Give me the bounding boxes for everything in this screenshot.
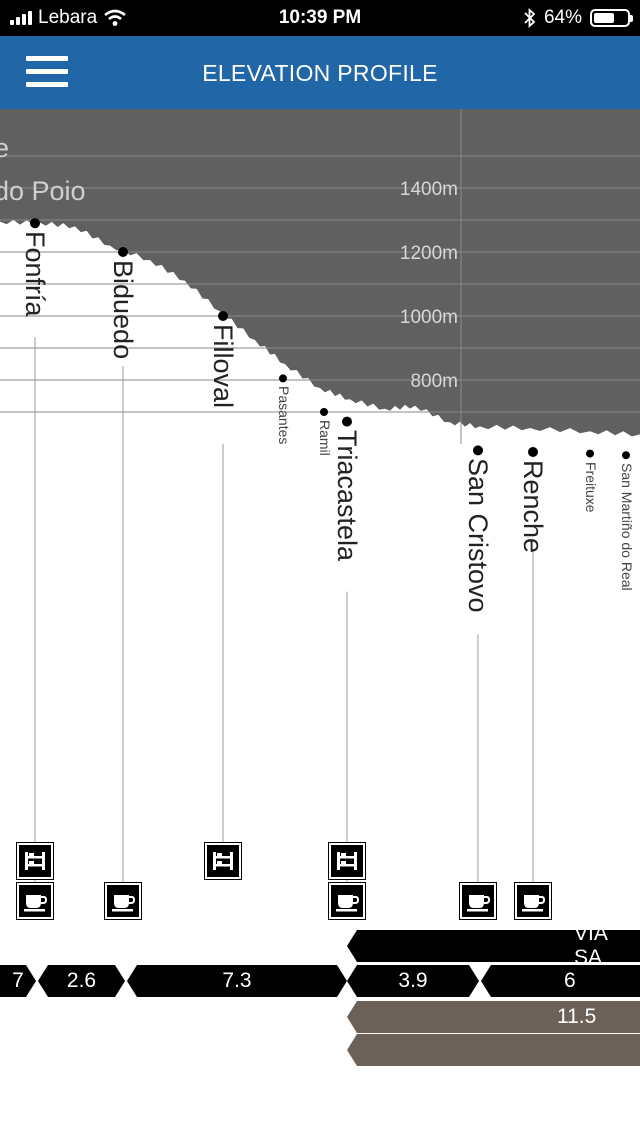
albergue-icon[interactable] [16, 842, 54, 880]
distance-value: 2.6 [66, 969, 97, 992]
distance-segment[interactable]: 7.3 [127, 965, 347, 997]
cafe-icon[interactable] [328, 882, 366, 920]
carrier: Lebara [10, 7, 127, 29]
distance-segment[interactable]: 2.6 [38, 965, 125, 997]
cafe-icon[interactable] [514, 882, 552, 920]
albergue-icon[interactable] [328, 842, 366, 880]
menu-button[interactable] [26, 56, 68, 88]
y-tick-label: 1000m [400, 307, 458, 328]
battery-icon [590, 9, 633, 27]
route-banner-label: VIA SA [574, 922, 607, 969]
elevation-area [0, 109, 640, 437]
wifi-icon [104, 9, 126, 26]
clock: 10:39 PM [278, 7, 362, 28]
poi-marker[interactable] [586, 449, 594, 458]
poi-label[interactable]: Filloval [208, 324, 238, 409]
route-banner[interactable]: VIA SA [347, 930, 640, 962]
poi-label[interactable]: Pasantes [276, 386, 292, 445]
poi-marker[interactable] [30, 218, 40, 229]
poi-marker[interactable] [342, 416, 352, 427]
y-tick-label: 1200m [400, 243, 458, 264]
poi-label[interactable]: Ramil [317, 420, 333, 456]
poi-marker[interactable] [528, 447, 538, 457]
cafe-icon[interactable] [459, 882, 497, 920]
offscreen-label: do Poio [0, 176, 86, 206]
distance-segment[interactable]: 6 [481, 965, 640, 997]
cafe-icon[interactable] [16, 882, 54, 920]
carrier-name: Lebara [38, 7, 98, 28]
poi-marker[interactable] [218, 311, 228, 321]
distance-value: 6 [564, 969, 576, 992]
distance-segment[interactable]: 11.5 [347, 1001, 640, 1033]
distance-value: 3.9 [398, 969, 428, 992]
distance-value: 7.3 [222, 969, 252, 992]
cafe-icon[interactable] [104, 882, 142, 920]
distance-segment[interactable]: 3.9 [347, 965, 479, 997]
offscreen-label: e [0, 133, 9, 163]
poi-label[interactable]: Renche [518, 460, 548, 554]
y-tick-label: 1400m [400, 179, 458, 200]
poi-marker[interactable] [622, 451, 630, 460]
status-bar: Lebara 10:39 PM 64% [0, 0, 640, 36]
poi-label[interactable]: San Cristovo [463, 458, 493, 613]
battery-percent: 64% [543, 7, 582, 28]
distance-value: 7 [12, 969, 24, 992]
poi-marker[interactable] [473, 445, 483, 456]
y-tick-label: 800m [410, 371, 458, 392]
page-title: ELEVATION PROFILE [202, 60, 438, 86]
distance-value: 11.5 [557, 1005, 597, 1028]
poi-label[interactable]: Freituxe [583, 461, 599, 513]
poi-label[interactable]: San Martiño do Real [619, 463, 635, 591]
poi-marker[interactable] [320, 408, 328, 416]
bluetooth-icon [524, 8, 536, 28]
signal-icon [10, 11, 32, 25]
albergue-icon[interactable] [204, 842, 242, 880]
poi-label[interactable]: Fonfría [20, 231, 50, 317]
poi-marker[interactable] [118, 247, 128, 257]
poi-label[interactable]: Triacastela [332, 429, 362, 561]
poi-label[interactable]: Biduedo [108, 260, 138, 360]
poi-marker[interactable] [279, 374, 287, 383]
distance-segment[interactable] [347, 1034, 640, 1066]
app-header: ELEVATION PROFILE [0, 36, 640, 109]
status-right: 64% [524, 7, 633, 29]
